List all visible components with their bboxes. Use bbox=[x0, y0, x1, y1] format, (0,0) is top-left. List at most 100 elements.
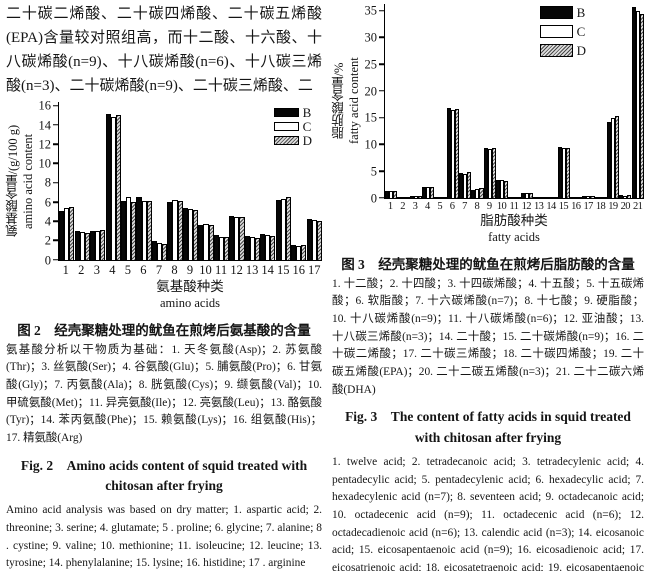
fig3-x-axis-label-en: fatty acids bbox=[488, 229, 540, 244]
bar-C-16 bbox=[574, 197, 579, 198]
x-tick-label-5: 5 bbox=[124, 263, 132, 277]
bar-C-2 bbox=[401, 197, 406, 198]
bar-C-21 bbox=[635, 11, 640, 198]
bar-B-13 bbox=[244, 236, 250, 260]
bar-group-1 bbox=[385, 4, 398, 198]
bar-group-7 bbox=[151, 102, 168, 260]
bar-group-10 bbox=[496, 4, 509, 198]
x-tick-label-8: 8 bbox=[474, 201, 480, 212]
bar-group-3 bbox=[409, 4, 422, 198]
fig2-y-axis-label-zh: 氨基酸含量/(g/100 g) bbox=[6, 124, 20, 238]
bar-D-12 bbox=[528, 193, 533, 198]
bar-group-15 bbox=[557, 4, 570, 198]
x-tick-label-3: 3 bbox=[412, 201, 418, 212]
x-tick-label-14: 14 bbox=[546, 201, 556, 212]
bar-C-18 bbox=[598, 197, 603, 198]
x-tick-label-12: 12 bbox=[230, 263, 243, 277]
bar-B-2 bbox=[397, 197, 402, 198]
bar-B-16 bbox=[291, 244, 297, 260]
bar-B-20 bbox=[619, 195, 624, 198]
bar-B-7 bbox=[459, 173, 464, 198]
bar-B-3 bbox=[90, 231, 96, 260]
bar-D-1 bbox=[393, 191, 398, 198]
bar-B-17 bbox=[306, 218, 312, 260]
bar-group-11 bbox=[508, 4, 521, 198]
fig2-note-zh: 氨基酸分析以干物质为基础：1. 天冬氨酸(Asp)；2. 苏氨酸(Thr)；3.… bbox=[6, 343, 322, 444]
bar-B-18 bbox=[594, 197, 599, 198]
y-tick-label: 0 bbox=[44, 252, 59, 267]
fig2-x-axis-label-en: amino acids bbox=[159, 295, 221, 310]
fig3-y-axis-label: 脂肪酸含量/% fatty acid content bbox=[332, 4, 362, 198]
bar-B-12 bbox=[520, 193, 525, 198]
bar-group-9 bbox=[182, 102, 199, 260]
bar-D-3 bbox=[417, 195, 422, 198]
bar-D-1 bbox=[69, 207, 75, 260]
bar-B-21 bbox=[631, 7, 636, 198]
bar-D-8 bbox=[479, 188, 484, 198]
bar-group-1 bbox=[59, 102, 75, 260]
legend-item-D: D bbox=[539, 44, 586, 57]
bar-group-10 bbox=[198, 102, 214, 260]
y-tick-label: 12 bbox=[38, 137, 58, 152]
bar-D-10 bbox=[208, 225, 214, 260]
y-tick-label: 2 bbox=[44, 233, 59, 248]
bar-C-9 bbox=[187, 208, 194, 260]
bar-group-16 bbox=[291, 102, 307, 260]
bar-B-15 bbox=[557, 147, 562, 198]
legend-item-B: B bbox=[539, 6, 586, 19]
x-tick-label-4: 4 bbox=[109, 263, 116, 277]
x-tick-label-9: 9 bbox=[486, 201, 492, 212]
fig3-y-axis-label-zh: 脂肪酸含量/% bbox=[332, 62, 346, 140]
bar-group-15 bbox=[275, 102, 291, 260]
legend-item-D: D bbox=[273, 134, 312, 147]
fig2-x-axis-label: 氨基酸种类 amino acids bbox=[58, 279, 322, 312]
x-tick-label-10: 10 bbox=[199, 263, 212, 277]
legend-swatch-C bbox=[273, 122, 299, 131]
bar-C-7 bbox=[463, 174, 468, 198]
bar-D-5 bbox=[131, 201, 137, 260]
bar-group-17 bbox=[582, 4, 595, 198]
bar-D-9 bbox=[193, 210, 199, 260]
bar-C-3 bbox=[413, 195, 418, 198]
bar-group-16 bbox=[569, 4, 583, 198]
bar-B-10 bbox=[496, 180, 501, 198]
bar-B-5 bbox=[120, 200, 127, 260]
y-tick-label: 10 bbox=[364, 137, 384, 152]
bar-D-15 bbox=[565, 147, 570, 198]
legend-label-C: C bbox=[576, 24, 586, 39]
fig2-title-zh: 图 2 经壳聚糖处理的鱿鱼在煎烤后氨基酸的含量 bbox=[17, 322, 311, 338]
bar-C-16 bbox=[296, 245, 302, 260]
x-tick-label-2: 2 bbox=[78, 263, 85, 277]
bar-B-14 bbox=[545, 197, 550, 198]
bar-C-15 bbox=[280, 198, 286, 260]
bar-D-8 bbox=[177, 201, 183, 260]
x-tick-label-1: 1 bbox=[62, 263, 69, 277]
x-tick-label-6: 6 bbox=[449, 201, 455, 212]
y-tick-label: 4 bbox=[44, 214, 59, 229]
fig2-note-en: Amino acid analysis was based on dry mat… bbox=[6, 504, 322, 570]
bar-D-7 bbox=[162, 244, 168, 260]
fig2-y-axis-label: 氨基酸含量/(g/100 g) amino acid content bbox=[6, 102, 36, 260]
bar-D-20 bbox=[627, 195, 632, 198]
x-tick-label-1: 1 bbox=[387, 201, 393, 212]
x-tick-label-21: 21 bbox=[633, 201, 643, 212]
fig3-y-ticks: 0 5 10 15 20 25 30 35 bbox=[362, 3, 385, 204]
x-tick-label-7: 7 bbox=[462, 201, 467, 212]
x-tick-label-11: 11 bbox=[509, 201, 519, 212]
bar-D-13 bbox=[254, 237, 260, 260]
x-tick-label-18: 18 bbox=[595, 201, 606, 212]
bar-B-9 bbox=[483, 148, 488, 198]
fig2-x-axis-label-zh: 氨基酸种类 bbox=[156, 279, 224, 294]
x-tick-label-3: 3 bbox=[93, 263, 100, 277]
fig3-note-en: 1. twelve acid; 2. tetradecanoic acid; 3… bbox=[332, 456, 644, 571]
bar-group-11 bbox=[213, 102, 230, 260]
bar-C-5 bbox=[126, 197, 132, 260]
bar-D-21 bbox=[639, 13, 644, 198]
x-tick-label-13: 13 bbox=[534, 201, 544, 212]
fig2-y-ticks: 0 2 4 6 8 10 12 14 16 bbox=[36, 100, 59, 266]
y-tick-label: 35 bbox=[364, 3, 384, 18]
legend-item-B: B bbox=[273, 106, 312, 119]
bar-D-19 bbox=[615, 115, 620, 198]
bar-C-11 bbox=[512, 197, 517, 198]
